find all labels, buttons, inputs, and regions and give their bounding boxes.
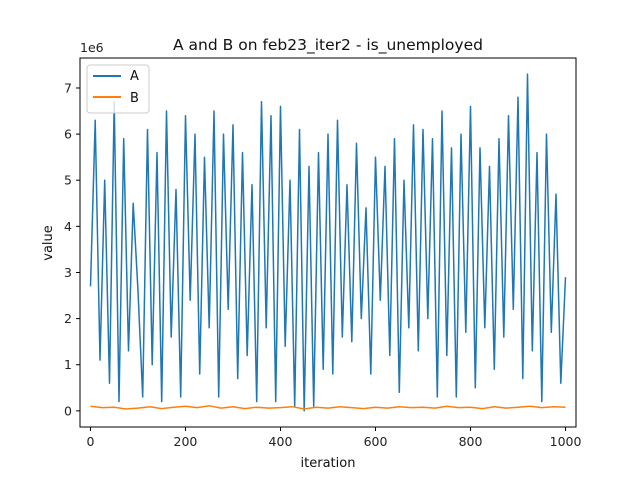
- y-axis-label: value: [41, 225, 56, 261]
- series-line-a: [89, 73, 567, 412]
- y-tick-label: 6: [64, 127, 72, 142]
- series-line-b: [90, 405, 566, 410]
- y-tick-label: 4: [64, 219, 72, 234]
- x-tick-label: 600: [364, 434, 388, 449]
- legend-label-a: A: [130, 69, 139, 84]
- legend: A B: [86, 64, 150, 114]
- y-tick-label: 2: [64, 311, 72, 326]
- x-tick-label: 800: [459, 434, 483, 449]
- x-tick-label: 1000: [550, 434, 582, 449]
- plot-frame: [79, 57, 577, 428]
- x-tick-label: 400: [269, 434, 293, 449]
- series-layer: [89, 73, 567, 412]
- y-tick-label: 1: [64, 357, 72, 372]
- y-offset-label: 1e6: [80, 40, 104, 55]
- x-axis-label: iteration: [301, 456, 356, 471]
- legend-label-b: B: [130, 91, 139, 106]
- y-tick-label: 5: [64, 173, 72, 188]
- legend-box: [86, 64, 150, 114]
- x-tick-label: 200: [174, 434, 198, 449]
- x-tick-label: 0: [86, 434, 94, 449]
- y-tick-label: 3: [64, 265, 72, 280]
- y-tick-label: 7: [64, 80, 72, 95]
- chart-title: A and B on feb23_iter2 - is_unemployed: [173, 36, 483, 55]
- tick-layer: 0 200 400 600 800 1000 0 1 2 3 4 5 6 7: [64, 80, 581, 449]
- y-tick-label: 0: [64, 403, 72, 418]
